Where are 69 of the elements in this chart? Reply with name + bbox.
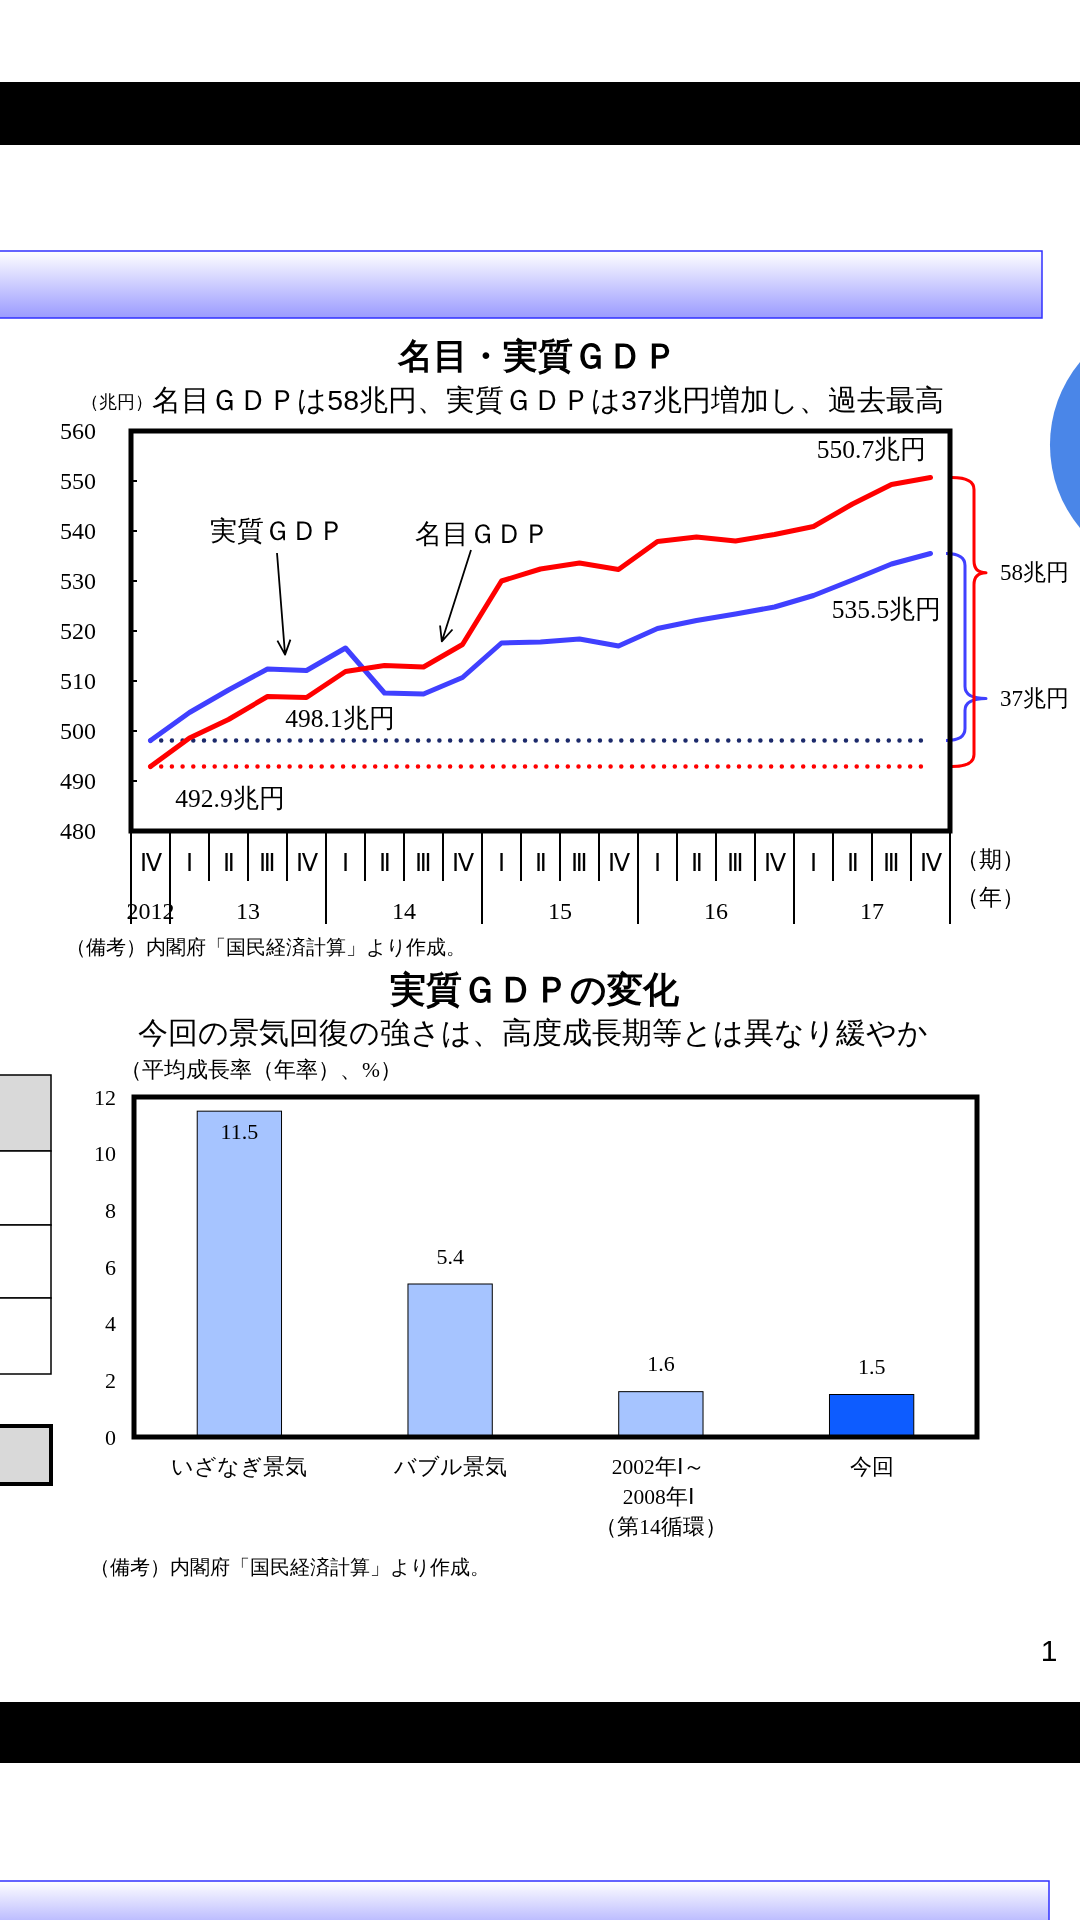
x-tick-label: Ⅰ (498, 850, 505, 876)
x-tick-label: Ⅲ (571, 850, 588, 876)
chart-title: 実質ＧＤＰの変化 (388, 968, 680, 1010)
y-axis-title: （兆円） (81, 392, 153, 412)
y-tick-label: 4 (105, 1311, 116, 1337)
y-tick-label: 520 (60, 618, 96, 644)
data-label: 1.5 (857, 1354, 886, 1379)
x-tick-label: Ⅳ (919, 850, 942, 876)
y-axis-title: （平均成長率（年率）、%） (120, 1058, 402, 1082)
text: 15 (548, 898, 572, 924)
x-tick-label: Ⅰ (186, 850, 193, 876)
x-tick-label: Ⅳ (139, 850, 162, 876)
text: 17 (860, 898, 884, 924)
y-tick-label: 540 (60, 518, 96, 544)
text: （備考）内閣府「国民経済計算」より作成。 (90, 1556, 490, 1578)
x-tick-label: Ⅱ (222, 850, 235, 876)
data-label: 11.5 (220, 1118, 259, 1144)
data-label: 550.7兆円 (816, 435, 927, 464)
y-tick-label: 560 (60, 418, 96, 444)
x-tick-label: Ⅰ (810, 850, 817, 876)
chart-subtitle: 今回の景気回復の強さは、高度成長期等とは異なり緩やか (138, 1015, 928, 1049)
text: （備考）内閣府「国民経済計算」より作成。 (66, 936, 466, 958)
x-tick-label: 2002年Ⅰ～ 2008年Ⅰ （第14循環） (595, 1455, 727, 1539)
y-tick-label: 6 (105, 1254, 116, 1280)
x-tick-label: Ⅰ (654, 850, 661, 876)
x-tick-label: Ⅰ (342, 850, 349, 876)
text: 16 (704, 898, 728, 924)
x-tick-label: Ⅱ (534, 850, 547, 876)
text: 実質ＧＤＰ (209, 516, 345, 546)
x-axis-title: （期） (955, 846, 1025, 872)
x-tick-label: Ⅲ (727, 850, 744, 876)
x-tick-label: Ⅳ (451, 850, 474, 876)
text: 13 (236, 898, 260, 924)
x-tick-label: Ⅳ (763, 850, 786, 876)
y-tick-label: 510 (60, 668, 96, 694)
y-tick-label: 480 (60, 818, 96, 844)
data-label: 1.6 (647, 1351, 675, 1377)
x-tick-label: Ⅲ (415, 850, 432, 876)
ref-line-label: 492.9兆円 (175, 784, 285, 813)
x-tick-label: Ⅳ (607, 850, 630, 876)
text: 1 (1040, 1633, 1058, 1667)
x-tick-label: Ⅱ (690, 850, 703, 876)
y-tick-label: 550 (60, 468, 96, 494)
text: 58兆円 (1000, 560, 1069, 586)
x-tick-label: いざなぎ景気 (171, 1455, 308, 1479)
x-tick-label: Ⅱ (846, 850, 859, 876)
chart-subtitle: 名目ＧＤＰは58兆円、実質ＧＤＰは37兆円増加し、過去最高 (152, 384, 944, 416)
y-tick-label: 10 (94, 1141, 116, 1167)
x-tick-label: バブル景気 (392, 1455, 507, 1479)
x-tick-label: Ⅱ (378, 850, 391, 876)
y-tick-label: 2 (105, 1367, 116, 1393)
y-tick-label: 490 (60, 768, 96, 794)
text: 37兆円 (1000, 686, 1069, 712)
x-tick-label: 今回 (849, 1455, 894, 1479)
ref-line-label: 498.1兆円 (285, 704, 395, 733)
y-tick-label: 12 (94, 1084, 116, 1110)
data-label: 5.4 (436, 1243, 464, 1269)
y-tick-label: 500 (60, 718, 96, 744)
x-tick-label: Ⅲ (259, 850, 276, 876)
series-label: 名目ＧＤＰ (414, 519, 550, 549)
chart-title: 名目・実質ＧＤＰ (397, 335, 678, 375)
y-tick-label: 530 (60, 568, 96, 594)
text: （年） (955, 884, 1025, 910)
y-tick-label: 8 (105, 1197, 116, 1223)
x-tick-label: Ⅲ (883, 850, 900, 876)
data-label: 535.5兆円 (831, 595, 942, 624)
y-tick-label: 0 (105, 1424, 116, 1450)
text: 14 (392, 898, 416, 924)
x-tick-label: Ⅳ (295, 850, 318, 876)
